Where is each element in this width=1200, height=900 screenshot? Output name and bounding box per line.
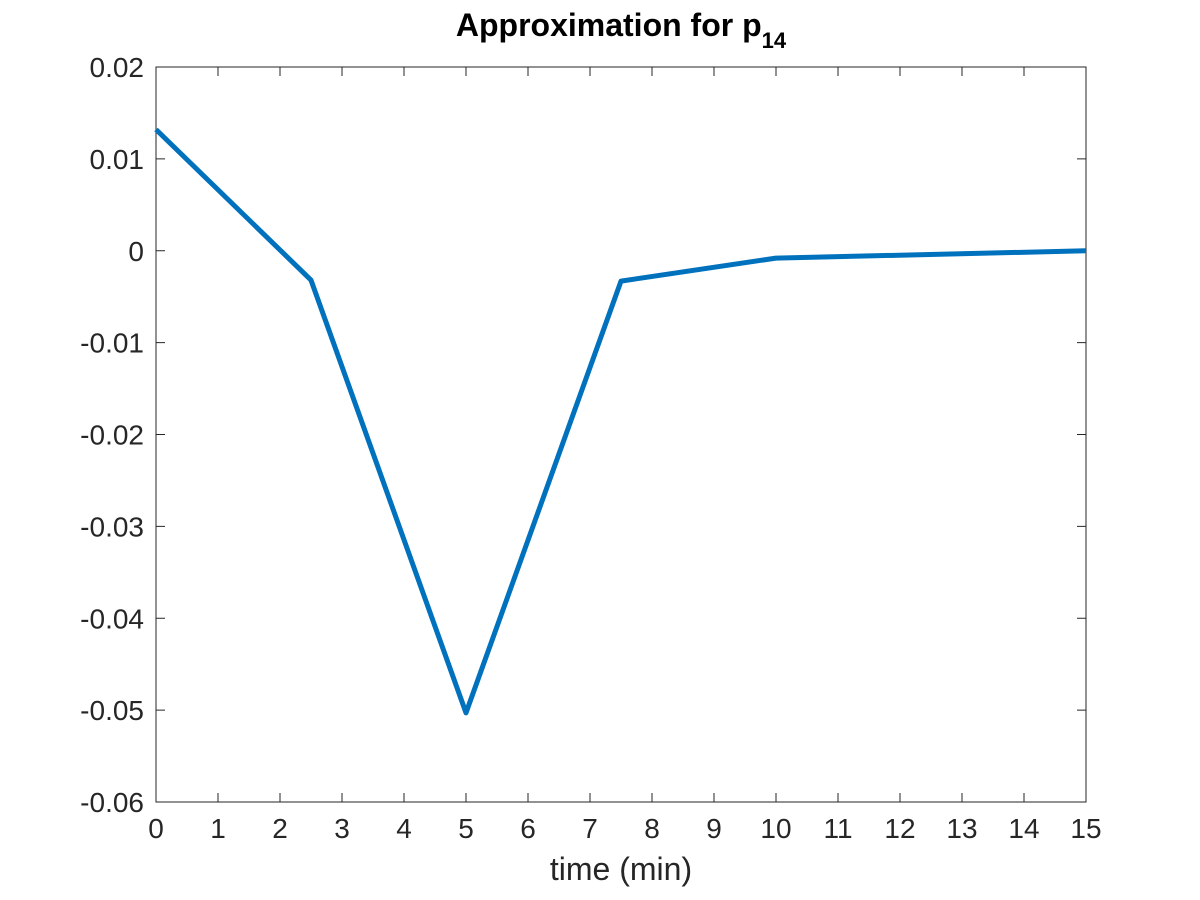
x-tick-label: 3: [334, 813, 350, 844]
y-tick-label: 0.01: [90, 144, 145, 175]
chart-title: Approximation for p14: [456, 7, 787, 53]
y-tick-label: -0.05: [80, 695, 144, 726]
series-line-p14: [154, 127, 1087, 716]
x-tick-label: 1: [210, 813, 226, 844]
x-tick-label: 12: [884, 813, 915, 844]
plot-frame: [155, 66, 1087, 803]
x-tick-label: 2: [272, 813, 288, 844]
x-tick-labels: 0 1 2 3 4 5 6 7 8 9 10 11 12 13 14 15: [148, 813, 1101, 844]
x-tick-label: 5: [458, 813, 474, 844]
x-tick-label: 0: [148, 813, 164, 844]
x-axis-label: time (min): [550, 851, 692, 887]
y-tick-label: -0.02: [80, 420, 144, 451]
y-tick-label: 0.02: [90, 52, 145, 83]
y-tick-labels: 0.02 0.01 0 -0.01 -0.02 -0.03 -0.04 -0.05 -0.06: [80, 52, 144, 818]
x-tick-label: 4: [396, 813, 412, 844]
x-tick-label: 11: [823, 813, 852, 844]
y-tick-label: -0.06: [80, 787, 144, 818]
x-tick-label: 10: [760, 813, 791, 844]
y-tick-label: 0: [128, 236, 144, 267]
x-tick-label: 7: [582, 813, 598, 844]
x-tick-label: 8: [644, 813, 660, 844]
y-tick-label: -0.01: [80, 328, 144, 359]
y-tick-label: -0.04: [80, 603, 144, 634]
x-tick-label: 9: [706, 813, 722, 844]
x-tick-label: 13: [946, 813, 977, 844]
chart-title-subscript: 14: [762, 28, 787, 53]
x-tick-label: 6: [520, 813, 536, 844]
chart-title-main: Approximation for p: [456, 7, 762, 43]
x-tick-label: 15: [1070, 813, 1101, 844]
plot-area: [156, 67, 1086, 802]
x-tick-label: 14: [1008, 813, 1039, 844]
y-tick-label: -0.03: [80, 511, 144, 542]
